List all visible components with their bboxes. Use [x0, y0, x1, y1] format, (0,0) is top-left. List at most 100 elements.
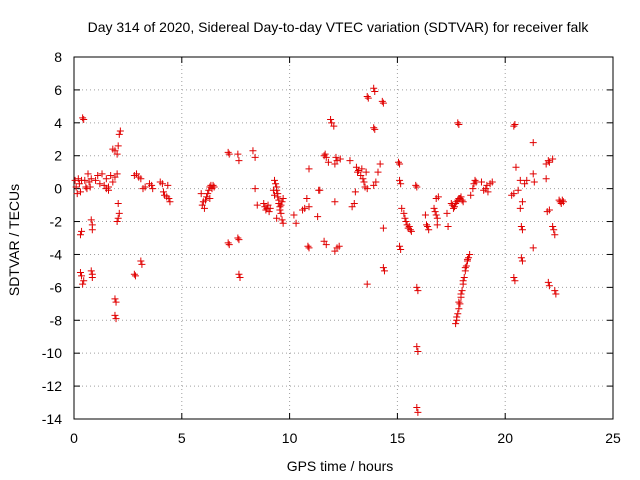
data-point [397, 180, 405, 188]
data-point [81, 176, 89, 184]
data-point [84, 170, 92, 178]
data-point [517, 222, 525, 230]
data-point [290, 211, 298, 219]
data-point [305, 244, 313, 252]
data-point [405, 222, 413, 230]
data-point [78, 272, 86, 280]
x-tick-label: 0 [70, 430, 78, 446]
data-point [200, 204, 208, 212]
data-point [107, 171, 115, 179]
data-point [425, 226, 433, 234]
data-point [414, 408, 422, 416]
data-point [166, 198, 174, 206]
plot-frame [73, 56, 614, 420]
data-point [371, 125, 379, 133]
data-point [279, 195, 287, 203]
data-point [550, 226, 558, 234]
data-points [71, 84, 567, 416]
data-point [130, 270, 138, 278]
data-point [113, 150, 121, 158]
data-point [462, 262, 470, 270]
data-point [71, 176, 79, 184]
data-point [336, 155, 344, 163]
data-point [322, 153, 330, 161]
data-point [529, 139, 537, 147]
y-tick-label: -2 [50, 214, 63, 230]
data-point [433, 221, 441, 229]
data-point [236, 273, 244, 281]
data-point [467, 191, 475, 199]
data-point [471, 176, 479, 184]
data-point [112, 298, 120, 306]
data-point [421, 211, 429, 219]
data-point [423, 221, 431, 229]
data-point [305, 165, 313, 173]
data-point [202, 196, 210, 204]
data-point [545, 158, 553, 166]
data-point [363, 92, 371, 100]
data-point [94, 171, 102, 179]
data-point [251, 153, 259, 161]
data-point [114, 142, 122, 150]
data-point [516, 176, 524, 184]
x-axis-label: GPS time / hours [287, 458, 394, 474]
data-point [400, 209, 408, 217]
data-point [459, 198, 467, 206]
data-point [235, 236, 243, 244]
data-point [148, 181, 156, 189]
data-point [331, 198, 339, 206]
data-point [73, 190, 81, 198]
data-point [529, 244, 537, 252]
data-point [234, 234, 242, 242]
data-point [266, 204, 274, 212]
data-point [542, 175, 550, 183]
data-point [224, 239, 232, 247]
data-point [413, 403, 421, 411]
data-point [278, 216, 286, 224]
data-point [516, 204, 524, 212]
data-point [79, 280, 87, 288]
data-point [449, 204, 457, 212]
data-point [444, 222, 452, 230]
data-point [83, 185, 91, 193]
data-point [360, 178, 368, 186]
data-point [78, 227, 86, 235]
data-point [88, 226, 96, 234]
data-point [459, 277, 467, 285]
data-point [488, 178, 496, 186]
data-point [276, 206, 284, 214]
y-tick-label: -8 [50, 312, 63, 328]
y-tick-label: 0 [54, 181, 62, 197]
data-point [456, 300, 464, 308]
data-point [114, 214, 122, 222]
y-tick-label: -6 [50, 279, 63, 295]
data-point [363, 280, 371, 288]
data-point [396, 242, 404, 250]
data-point [113, 170, 121, 178]
data-point [402, 218, 410, 226]
data-point [279, 219, 287, 227]
data-point [458, 196, 466, 204]
data-point [362, 168, 370, 176]
data-point [158, 180, 166, 188]
data-point [79, 114, 87, 122]
y-tick-label: 4 [54, 115, 62, 131]
data-point [379, 224, 387, 232]
data-point [407, 227, 415, 235]
data-point [92, 176, 100, 184]
y-tick-label: -12 [42, 378, 62, 394]
data-point [303, 195, 311, 203]
data-point [335, 242, 343, 250]
x-tick-label: 20 [497, 430, 513, 446]
data-point [87, 267, 95, 275]
data-point [88, 273, 96, 281]
x-tick-label: 25 [605, 430, 621, 446]
data-point [372, 178, 380, 186]
data-point [379, 264, 387, 272]
data-point [321, 150, 329, 158]
data-point [551, 231, 559, 239]
data-point [327, 116, 335, 124]
data-point [141, 183, 149, 191]
data-point [354, 168, 362, 176]
data-point [510, 273, 518, 281]
